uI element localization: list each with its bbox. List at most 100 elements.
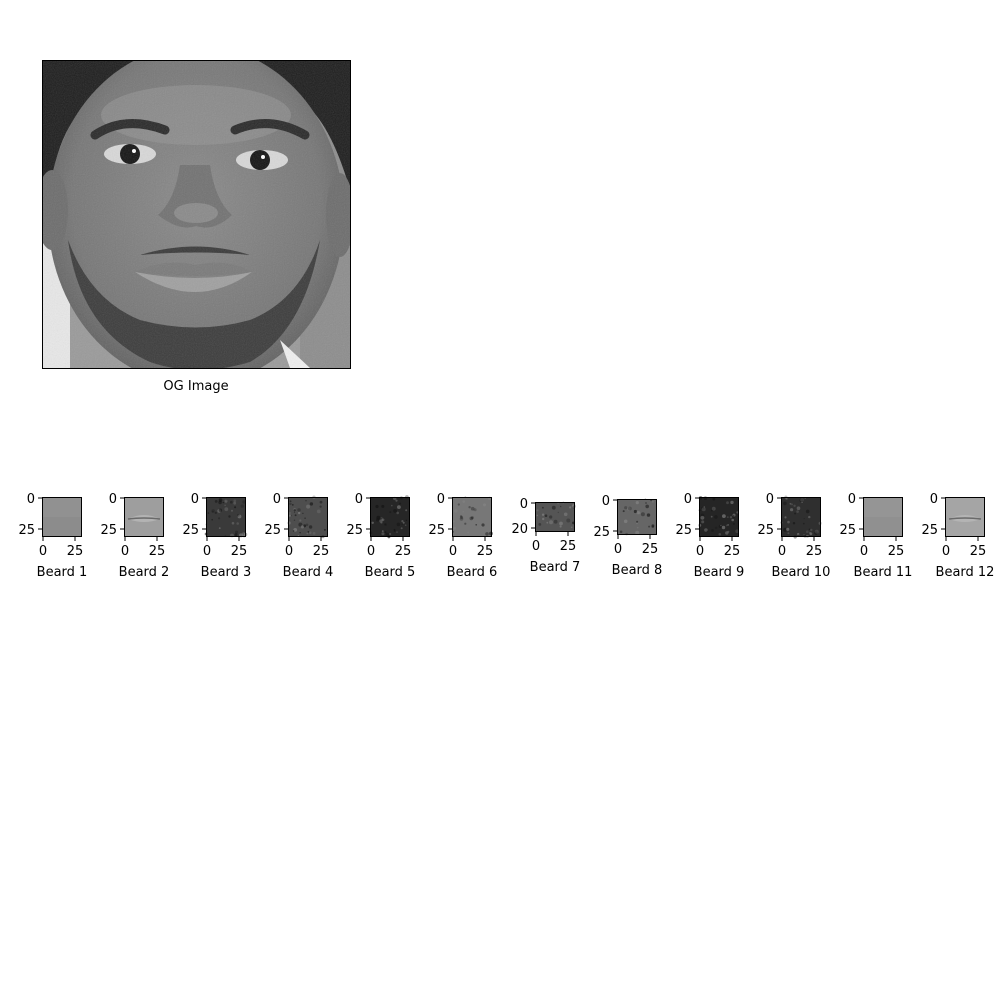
patch-5: 0 25 0 25 Beard 5	[346, 492, 415, 580]
patch-frame	[42, 497, 82, 537]
patch-frame	[863, 497, 903, 537]
x-tick-label: 0	[942, 544, 950, 559]
x-tick-label: 25	[888, 544, 905, 559]
patch-frame	[370, 497, 410, 537]
og-image-frame	[42, 60, 351, 369]
patch-label: Beard 5	[365, 565, 416, 580]
patch-label: Beard 6	[447, 565, 498, 580]
x-tick-label: 0	[860, 544, 868, 559]
patch-label: Beard 11	[854, 565, 913, 580]
patch-7: 0 20 0 25 Beard 7	[511, 497, 580, 575]
patch-image	[617, 498, 657, 536]
patch-image	[287, 495, 328, 539]
patch-10: 0 25 0 25 Beard 10	[757, 492, 830, 580]
y-tick-label: 25	[757, 523, 774, 538]
patch-frame	[945, 497, 985, 537]
y-tick-label: 0	[602, 494, 610, 509]
y-tick-label: 20	[511, 522, 528, 537]
patch-label: Beard 1	[37, 565, 88, 580]
y-tick-label: 25	[839, 523, 856, 538]
patch-image	[42, 497, 82, 537]
patch-label: Beard 8	[612, 563, 663, 578]
patch-image	[124, 497, 164, 537]
y-tick-label: 25	[182, 523, 199, 538]
x-tick-label: 0	[532, 539, 540, 554]
patch-1: 0 25 0 25 Beard 1	[18, 492, 87, 580]
x-tick-label: 0	[39, 544, 47, 559]
y-tick-label: 25	[675, 523, 692, 538]
patch-label: Beard 9	[694, 565, 745, 580]
x-tick-label: 0	[778, 544, 786, 559]
x-tick-label: 25	[806, 544, 823, 559]
patch-11: 0 25 0 25 Beard 11	[839, 492, 912, 580]
y-tick-label: 25	[593, 525, 610, 540]
x-tick-label: 25	[313, 544, 330, 559]
x-tick-label: 25	[231, 544, 248, 559]
y-tick-label: 25	[100, 523, 117, 538]
x-tick-label: 0	[614, 542, 622, 557]
patch-frame	[206, 497, 246, 537]
x-tick-label: 25	[560, 539, 577, 554]
x-tick-label: 0	[367, 544, 375, 559]
y-tick-label: 0	[191, 492, 199, 507]
y-tick-label: 0	[437, 492, 445, 507]
y-tick-label: 0	[930, 492, 938, 507]
y-tick-label: 0	[848, 492, 856, 507]
patch-image	[204, 497, 248, 538]
patch-label: Beard 4	[283, 565, 334, 580]
og-image-label: OG Image	[163, 379, 228, 394]
x-tick-label: 25	[67, 544, 84, 559]
patch-label: Beard 10	[772, 565, 831, 580]
patch-2: 0 25 0 25 Beard 2	[100, 492, 169, 580]
x-tick-label: 25	[477, 544, 494, 559]
x-tick-label: 25	[724, 544, 741, 559]
x-tick-label: 0	[449, 544, 457, 559]
x-tick-label: 0	[696, 544, 704, 559]
patch-frame	[288, 497, 328, 537]
patch-12: 0 25 0 25 Beard 12	[921, 492, 994, 580]
patch-frame	[452, 497, 492, 537]
patch-8: 0 25 0 25 Beard 8	[593, 494, 662, 578]
patch-frame	[535, 502, 575, 532]
patch-3: 0 25 0 25 Beard 3	[182, 492, 251, 580]
x-tick-label: 25	[970, 544, 987, 559]
x-tick-label: 0	[203, 544, 211, 559]
patch-frame	[699, 497, 739, 537]
patch-label: Beard 7	[530, 560, 581, 575]
y-tick-label: 0	[520, 497, 528, 512]
y-tick-label: 0	[766, 492, 774, 507]
patch-image	[452, 496, 493, 537]
patch-frame	[617, 499, 657, 535]
patch-frame	[124, 497, 164, 537]
patch-label: Beard 3	[201, 565, 252, 580]
patch-label: Beard 12	[936, 565, 995, 580]
x-tick-label: 25	[149, 544, 166, 559]
patch-4: 0 25 0 25 Beard 4	[264, 492, 333, 580]
patch-9: 0 25 0 25 Beard 9	[675, 492, 744, 580]
patch-label: Beard 2	[119, 565, 170, 580]
y-tick-label: 0	[109, 492, 117, 507]
x-tick-label: 25	[395, 544, 412, 559]
patch-frame	[781, 497, 821, 537]
patch-image	[863, 497, 903, 537]
patch-image	[698, 496, 739, 537]
patch-image	[535, 501, 576, 532]
patch-6: 0 25 0 25 Beard 6	[428, 492, 497, 580]
y-tick-label: 25	[264, 523, 281, 538]
x-tick-label: 0	[121, 544, 129, 559]
og-image	[42, 60, 350, 368]
y-tick-label: 0	[355, 492, 363, 507]
patch-image	[369, 495, 410, 539]
y-tick-label: 25	[921, 523, 938, 538]
x-tick-label: 25	[642, 542, 659, 557]
patch-image	[780, 495, 822, 539]
y-tick-label: 25	[346, 523, 363, 538]
y-tick-label: 0	[273, 492, 281, 507]
y-tick-label: 25	[428, 523, 445, 538]
y-tick-label: 0	[684, 492, 692, 507]
x-tick-label: 0	[285, 544, 293, 559]
y-tick-label: 25	[18, 523, 35, 538]
y-tick-label: 0	[27, 492, 35, 507]
